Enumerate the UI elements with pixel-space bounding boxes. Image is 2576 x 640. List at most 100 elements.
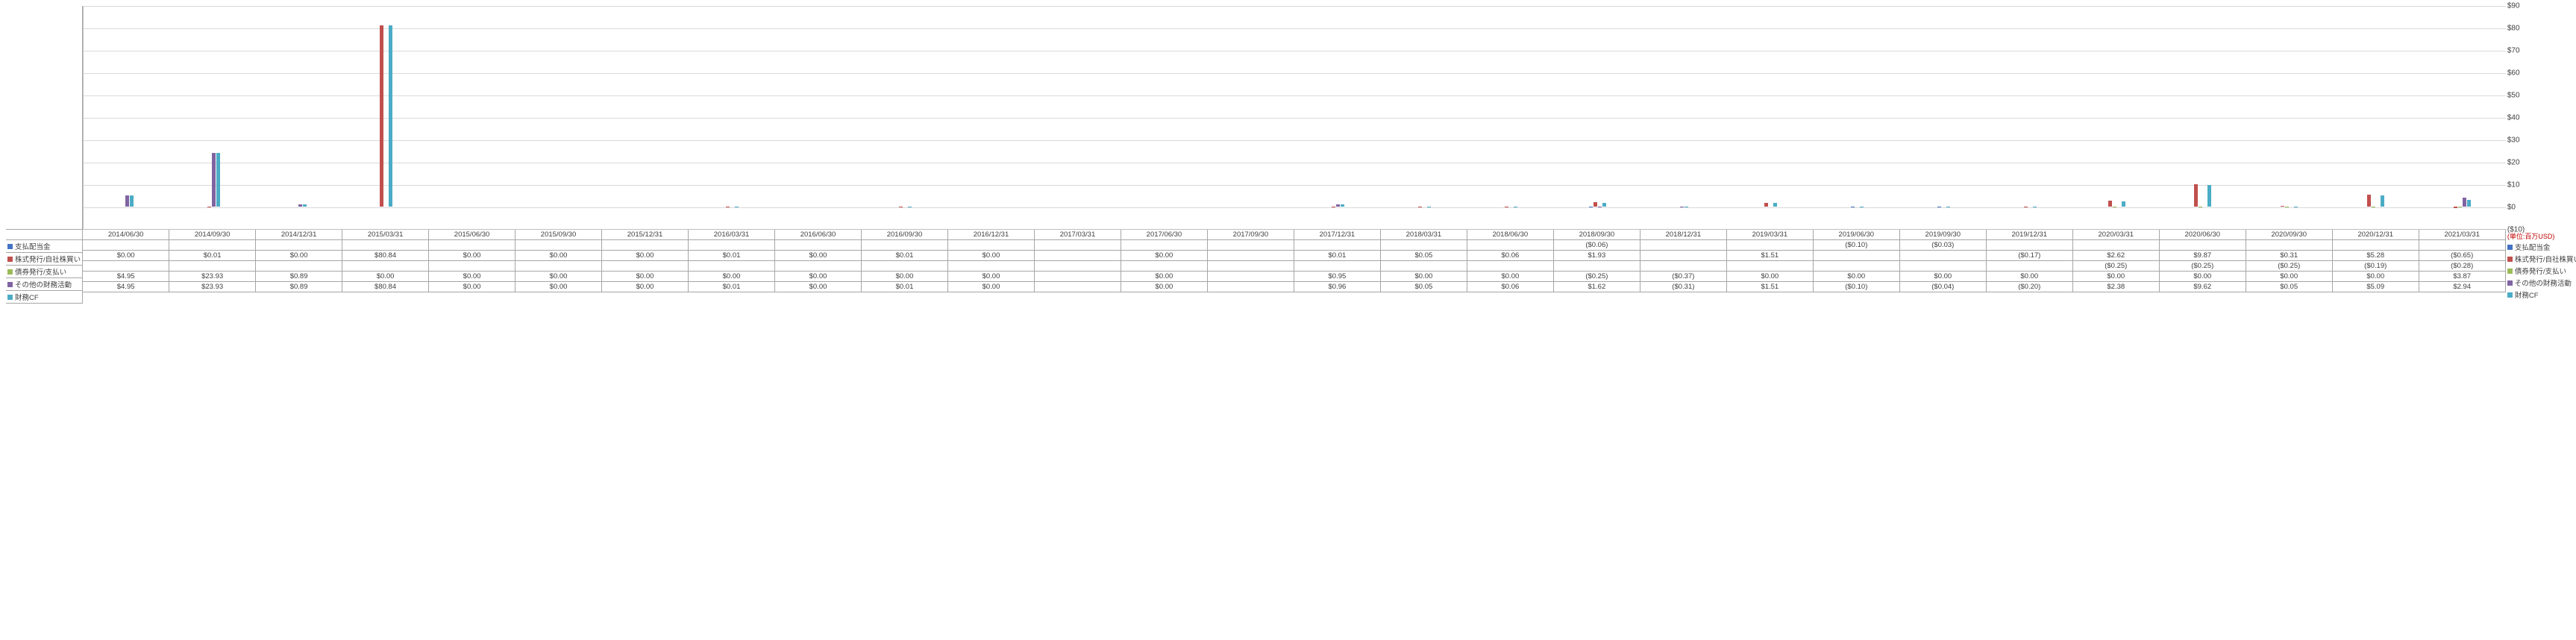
data-cell bbox=[429, 240, 515, 250]
row-header-fcf: 財務CF bbox=[6, 291, 83, 304]
data-row-debt: ($0.25)($0.25)($0.25)($0.19)($0.28) bbox=[83, 261, 2506, 272]
data-cell bbox=[689, 240, 775, 250]
data-cell: $0.06 bbox=[1467, 282, 1554, 292]
x-axis-label: 2021/03/31 bbox=[2419, 230, 2506, 239]
bar-stock bbox=[2367, 195, 2371, 207]
y-tick-label: $80 bbox=[2507, 25, 2520, 33]
chart-area: 2014/06/302014/09/302014/12/312015/03/31… bbox=[83, 6, 2506, 304]
bar-slot bbox=[1381, 6, 1467, 229]
data-cell bbox=[1035, 282, 1121, 292]
bar-fcf bbox=[2122, 201, 2125, 207]
data-cell: ($0.17) bbox=[1987, 251, 2073, 260]
legend-swatch-dividends bbox=[2507, 245, 2513, 250]
bar-fcf bbox=[216, 153, 220, 207]
data-cell: $0.00 bbox=[256, 251, 342, 260]
x-axis-label: 2016/09/30 bbox=[862, 230, 948, 239]
bar-stock bbox=[1764, 203, 1768, 207]
x-axis-label: 2016/12/31 bbox=[948, 230, 1035, 239]
bar-fcf bbox=[1341, 204, 1344, 207]
bar-slot bbox=[776, 6, 862, 229]
data-cell bbox=[1208, 282, 1294, 292]
data-cell bbox=[1467, 240, 1554, 250]
data-cell: $0.01 bbox=[169, 251, 256, 260]
swatch-other bbox=[7, 282, 13, 287]
data-cell: $0.31 bbox=[2246, 251, 2333, 260]
bar-slot bbox=[1554, 6, 1640, 229]
data-cell: $0.00 bbox=[2160, 272, 2246, 281]
data-cell bbox=[429, 261, 515, 271]
data-cell bbox=[83, 261, 169, 271]
data-cell: ($0.65) bbox=[2419, 251, 2506, 260]
data-cell: ($0.25) bbox=[2246, 261, 2333, 271]
data-cell bbox=[689, 261, 775, 271]
legend-item-fcf: 財務CF bbox=[2506, 289, 2576, 301]
legend-label: 株式発行/自社株買い bbox=[2515, 254, 2576, 264]
x-axis-label: 2017/03/31 bbox=[1035, 230, 1121, 239]
data-cell: $0.89 bbox=[256, 272, 342, 281]
legend-item-dividends: 支払配当金 bbox=[2506, 241, 2576, 253]
bar-slot bbox=[1900, 6, 1987, 229]
x-axis-label: 2019/03/31 bbox=[1727, 230, 1814, 239]
data-cell: $23.93 bbox=[169, 282, 256, 292]
x-axis-label: 2016/03/31 bbox=[689, 230, 775, 239]
data-cell bbox=[2160, 240, 2246, 250]
data-cell bbox=[1640, 251, 1727, 260]
bar-other bbox=[298, 204, 302, 207]
bar-slot bbox=[343, 6, 430, 229]
bar-slot bbox=[170, 6, 257, 229]
bars-layer bbox=[84, 6, 2506, 229]
plot-spacer-left bbox=[6, 6, 83, 230]
bar-other bbox=[2463, 198, 2466, 207]
x-axis-label: 2020/09/30 bbox=[2246, 230, 2333, 239]
data-cell: $0.00 bbox=[602, 272, 689, 281]
data-cell bbox=[83, 240, 169, 250]
data-cell: $0.00 bbox=[429, 272, 515, 281]
x-axis-row: 2014/06/302014/09/302014/12/312015/03/31… bbox=[83, 230, 2506, 240]
bar-fcf bbox=[130, 195, 134, 207]
data-cell: $0.00 bbox=[862, 272, 948, 281]
y-axis-ticks: ($10)$0$10$20$30$40$50$60$70$80$90 bbox=[2506, 6, 2576, 230]
x-axis-label: 2016/06/30 bbox=[775, 230, 862, 239]
x-axis-label: 2015/03/31 bbox=[342, 230, 429, 239]
x-axis-label: 2019/09/30 bbox=[1900, 230, 1987, 239]
data-row-other: $4.95$23.93$0.89$0.00$0.00$0.00$0.00$0.0… bbox=[83, 272, 2506, 282]
data-cell bbox=[342, 261, 429, 271]
y-tick-label: $30 bbox=[2507, 137, 2520, 145]
data-cell bbox=[1121, 240, 1208, 250]
data-cell bbox=[1035, 272, 1121, 281]
x-axis-label: 2018/03/31 bbox=[1381, 230, 1467, 239]
data-cell: ($0.37) bbox=[1640, 272, 1727, 281]
data-cell: $0.00 bbox=[775, 251, 862, 260]
bar-slot bbox=[2160, 6, 2246, 229]
legend-item-other: その他の財務活動 bbox=[2506, 277, 2576, 289]
data-cell bbox=[775, 261, 862, 271]
swatch-debt bbox=[7, 269, 13, 274]
data-cell bbox=[1294, 240, 1381, 250]
bar-slot bbox=[1122, 6, 1209, 229]
data-cell bbox=[602, 261, 689, 271]
data-cell: $0.00 bbox=[1121, 251, 1208, 260]
data-cell: $2.94 bbox=[2419, 282, 2506, 292]
data-cell bbox=[1035, 261, 1121, 271]
data-cell bbox=[169, 261, 256, 271]
legend-item-stock: 株式発行/自社株買い bbox=[2506, 253, 2576, 265]
x-axis-label: 2017/12/31 bbox=[1294, 230, 1381, 239]
data-cell bbox=[1208, 240, 1294, 250]
swatch-fcf bbox=[7, 295, 13, 300]
data-cell: $1.93 bbox=[1554, 251, 1640, 260]
data-cell bbox=[1987, 240, 2073, 250]
row-header-other: その他の財務活動 bbox=[6, 278, 83, 291]
data-cell bbox=[1208, 261, 1294, 271]
data-cell: ($0.19) bbox=[2333, 261, 2419, 271]
data-cell: $23.93 bbox=[169, 272, 256, 281]
data-cell: ($0.20) bbox=[1987, 282, 2073, 292]
legend-item-debt: 債券発行/支払い bbox=[2506, 265, 2576, 277]
x-axis-label: 2020/12/31 bbox=[2333, 230, 2419, 239]
data-cell: $0.00 bbox=[342, 272, 429, 281]
row-header-label: 財務CF bbox=[15, 292, 39, 302]
y-axis-column: ($10)$0$10$20$30$40$50$60$70$80$90 (単位:百… bbox=[2506, 6, 2576, 304]
data-cell bbox=[169, 240, 256, 250]
data-cell: $0.00 bbox=[948, 251, 1035, 260]
x-axis-label: 2015/12/31 bbox=[602, 230, 689, 239]
data-cell: $4.95 bbox=[83, 282, 169, 292]
